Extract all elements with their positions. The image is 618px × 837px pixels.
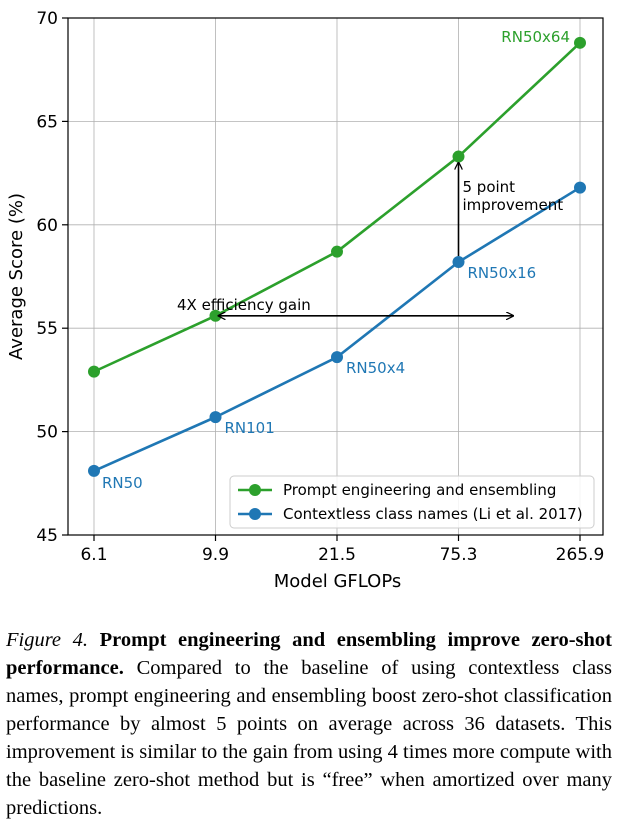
y-tick-label: 45 — [36, 526, 58, 546]
x-tick-label: 9.9 — [202, 545, 229, 565]
y-axis-label: Average Score (%) — [6, 193, 27, 360]
y-tick-label: 60 — [36, 216, 58, 236]
x-tick-label: 75.3 — [440, 545, 478, 565]
point-label: RN50x16 — [468, 264, 537, 282]
improvement-annotation: 5 point — [463, 178, 516, 196]
point-label: RN50x64 — [501, 28, 570, 46]
caption-title: Prompt engineering and ensembling improv… — [6, 629, 613, 679]
data-point — [88, 464, 100, 477]
legend-entry: Contextless class names (Li et al. 2017) — [283, 505, 583, 523]
data-point — [452, 150, 465, 163]
y-tick-label: 70 — [36, 9, 58, 29]
series: RN50x64 RN50 RN101 RN50x4 RN50x16 — [88, 28, 586, 492]
data-point — [331, 351, 343, 364]
point-label: RN101 — [225, 419, 275, 437]
data-point — [331, 245, 343, 258]
y-tick-label: 50 — [36, 423, 58, 443]
x-tick-label: 265.9 — [556, 545, 605, 565]
point-label: RN50 — [102, 474, 143, 492]
caption-text: Compared to the baseline of using contex… — [6, 657, 612, 819]
legend: Prompt engineering and ensembling Context… — [229, 475, 595, 529]
x-axis-label: Model GFLOPs — [274, 571, 402, 592]
legend-entry: Prompt engineering and ensembling — [283, 481, 556, 499]
x-tick-label: 21.5 — [318, 545, 356, 565]
figure-caption: Figure 4. Prompt engineering and ensembl… — [6, 626, 612, 822]
legend-marker — [249, 484, 261, 496]
y-tick-label: 55 — [36, 319, 58, 339]
efficiency-annotation: 4X efficiency gain — [177, 296, 311, 314]
y-tick-label: 65 — [36, 112, 58, 132]
improvement-annotation: improvement — [463, 196, 564, 214]
data-point — [452, 256, 465, 269]
legend-marker — [249, 508, 261, 520]
plot-frame — [67, 17, 604, 536]
x-tick-label: 6.1 — [80, 545, 107, 565]
data-point — [574, 181, 586, 194]
caption-label: Figure 4. — [6, 629, 89, 651]
data-point — [574, 36, 586, 49]
data-point — [88, 365, 100, 378]
point-label: RN50x4 — [346, 359, 405, 377]
chart: 45 50 55 60 65 70 6.1 9.9 21.5 75.3 265.9 Model GFL… — [6, 9, 604, 592]
data-point — [209, 411, 222, 424]
axes: 45 50 55 60 65 70 6.1 9.9 21.5 75.3 265.9 Model GFL… — [6, 9, 604, 592]
legend-box — [229, 475, 595, 529]
